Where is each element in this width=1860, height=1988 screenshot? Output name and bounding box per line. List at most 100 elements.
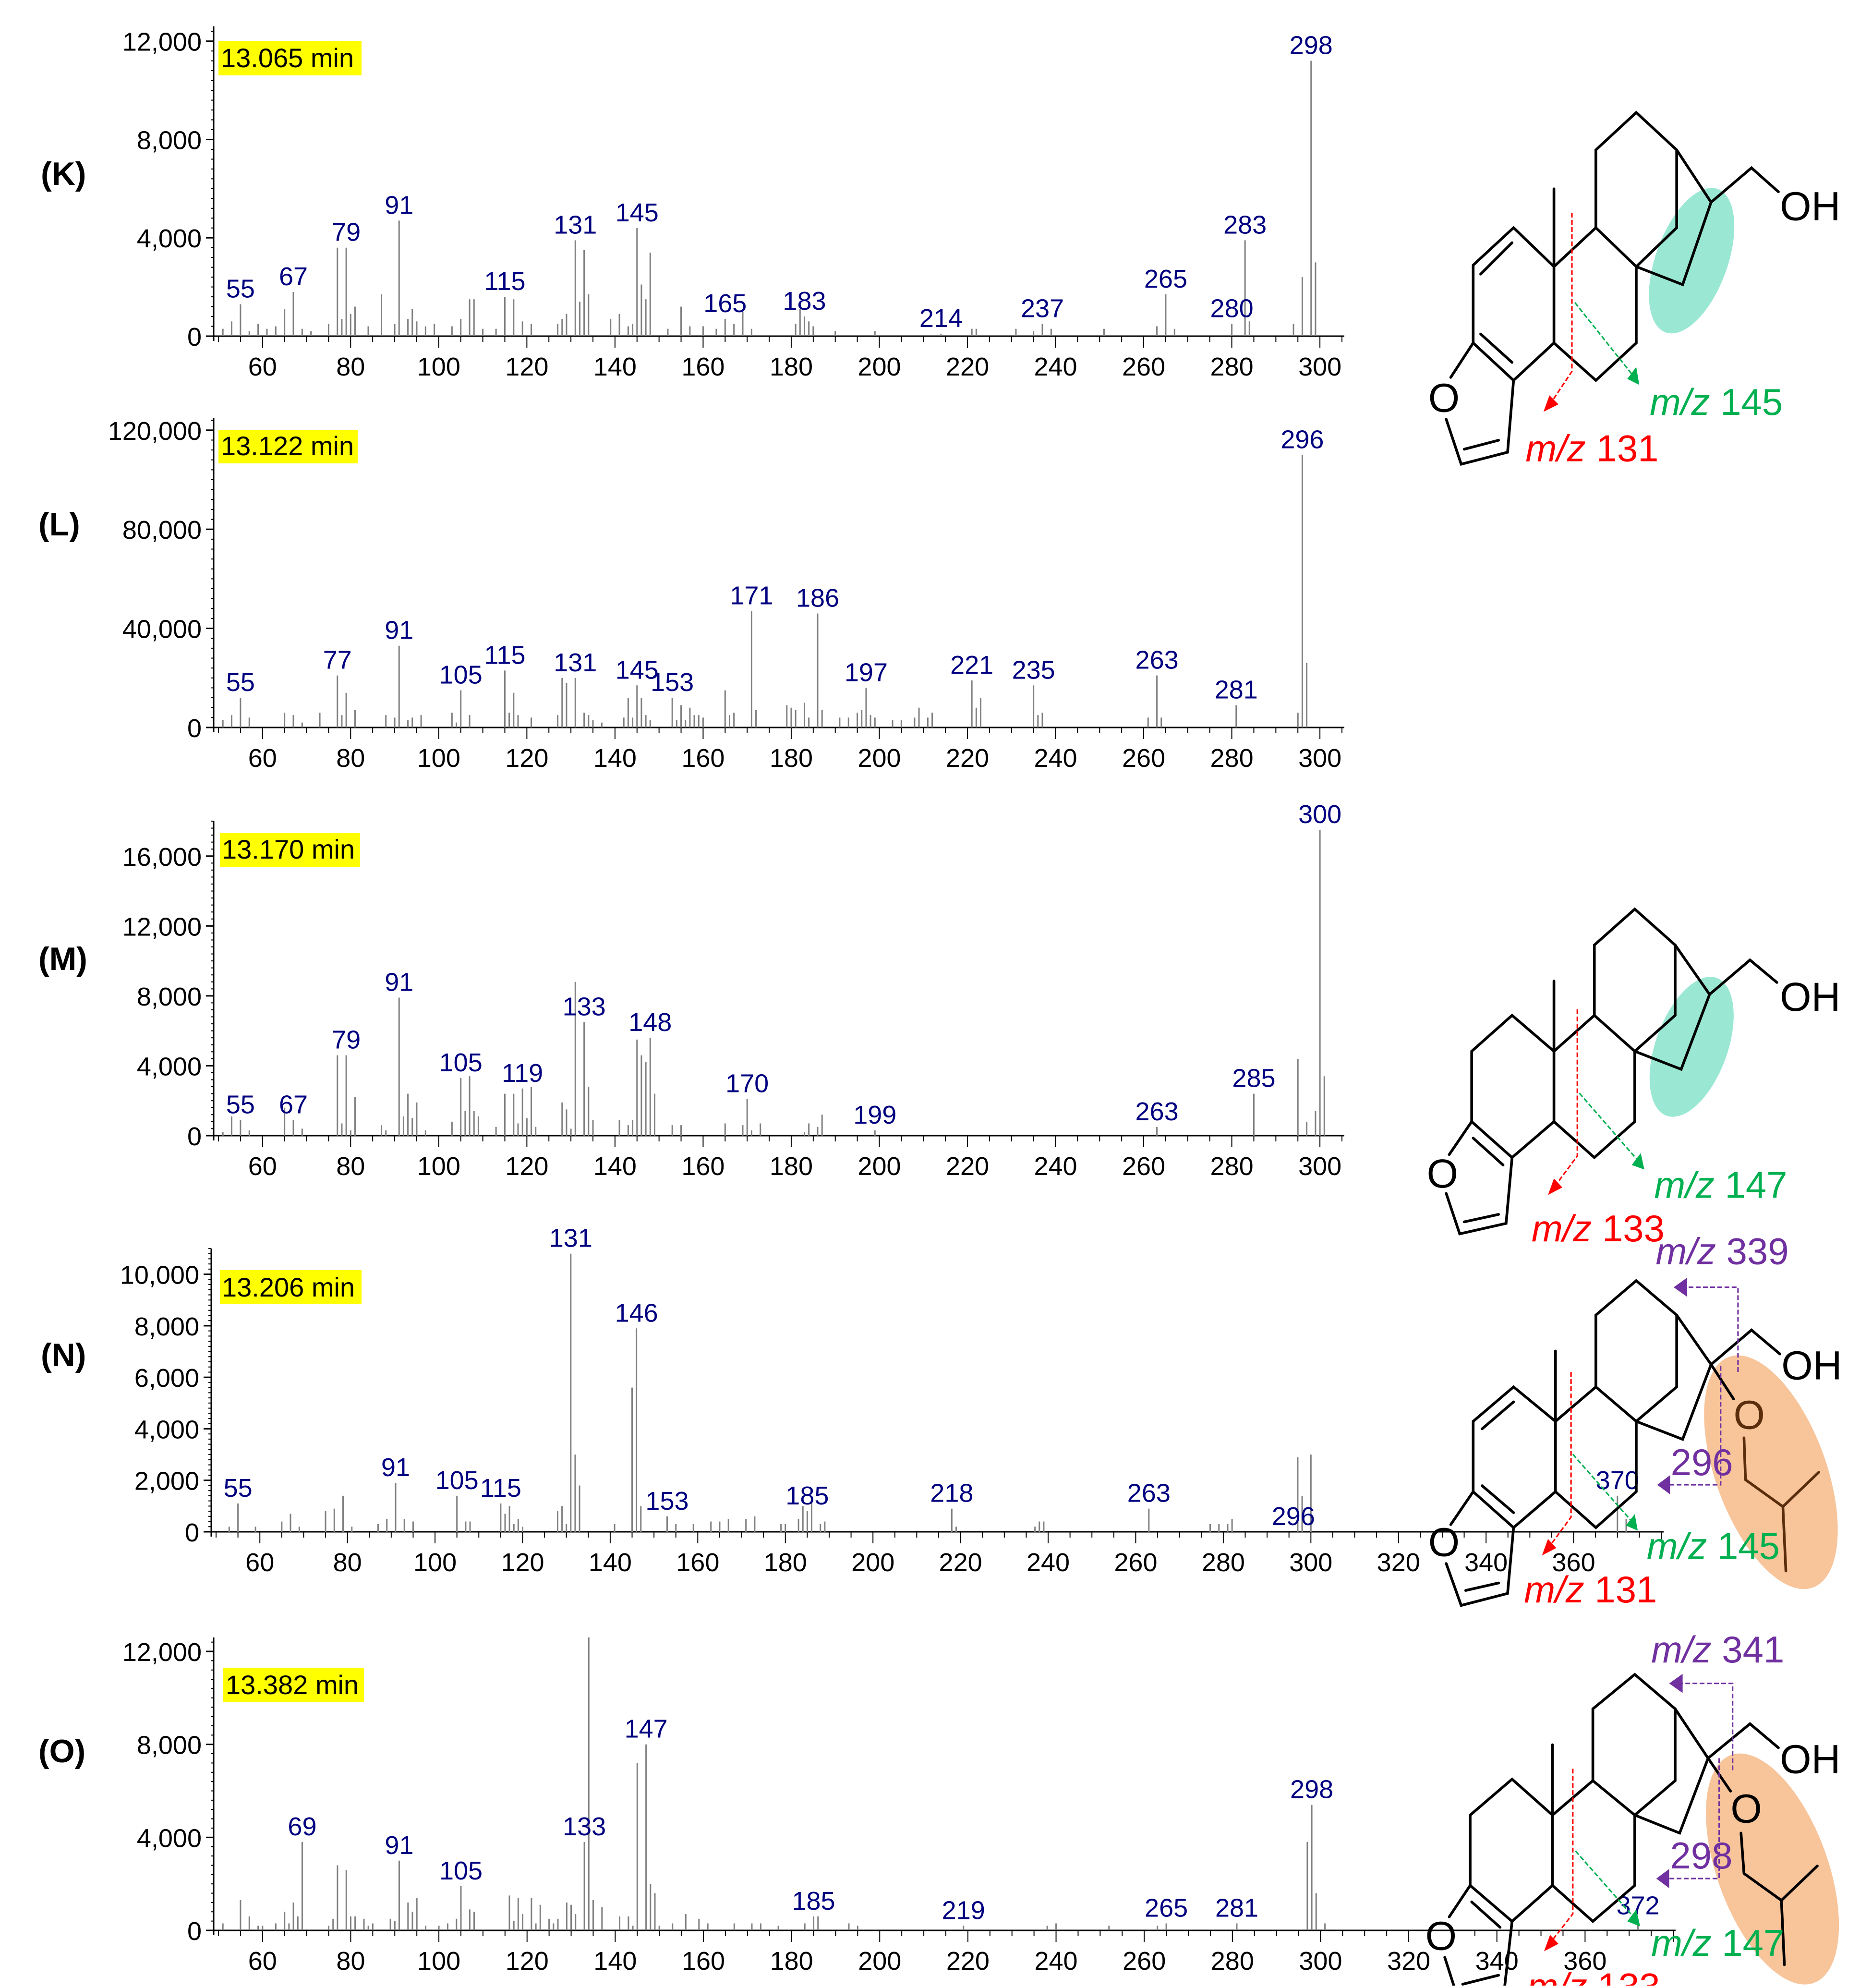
- fragment-label-green: m/z 145: [1647, 1525, 1780, 1567]
- x-tick-label: 260: [1122, 352, 1165, 381]
- fragmentation-line-red: [1547, 1372, 1572, 1549]
- peak-label: 133: [563, 1812, 606, 1841]
- y-tick-label: 10,000: [120, 1261, 199, 1290]
- peak-label: 91: [381, 1453, 410, 1482]
- peak-label: 183: [783, 287, 826, 315]
- peak-label: 67: [279, 1090, 308, 1119]
- hydroxyl-label: OH: [1780, 974, 1840, 1019]
- peak-label: 105: [439, 1856, 483, 1885]
- y-tick-label: 0: [185, 1518, 199, 1547]
- arrow-green-icon: [1626, 1514, 1638, 1531]
- spectrum-l: 0 40,000 80,000 120,000 60 80 100 120 140 160 180 2…: [108, 417, 1344, 773]
- peak-label: 115: [484, 267, 525, 296]
- peak-label: 285: [1232, 1064, 1275, 1093]
- y-tick-label: 8,000: [134, 1312, 199, 1341]
- x-tick-label: 200: [858, 1947, 901, 1976]
- peak-label: 91: [385, 616, 413, 645]
- rt-highlight-o: [223, 1668, 364, 1702]
- y-tick-label: 4,000: [134, 1415, 199, 1444]
- fragment-label-red: m/z 131: [1524, 1568, 1657, 1611]
- x-tick-label: 200: [858, 744, 901, 773]
- x-tick-label: 360: [1552, 1548, 1595, 1577]
- arrow-red-icon: [1542, 1539, 1557, 1556]
- y-tick-label: 2,000: [134, 1467, 199, 1496]
- structure-n: O O OH m/z 131 m/z 145 m/z 339 296: [1428, 1230, 1842, 1611]
- structure-k: O OH m/z 131 m/z 145: [1428, 110, 1840, 469]
- y-tick-label: 80,000: [122, 516, 202, 545]
- peak-label: 55: [226, 668, 255, 697]
- y-tick-label: 12,000: [122, 28, 202, 57]
- peak-label: 214: [919, 304, 963, 333]
- skeleton-bonds: [1445, 1279, 1781, 1607]
- fragment-label-red: m/z 133: [1532, 1207, 1665, 1249]
- x-tick-label: 260: [1123, 1947, 1166, 1976]
- x-tick-label: 100: [413, 1548, 457, 1577]
- rt-highlight-n: [220, 1270, 362, 1304]
- x-tick-label: 300: [1298, 352, 1341, 381]
- arrow-red-icon: [1548, 1178, 1563, 1195]
- x-tick-label: 220: [946, 744, 989, 773]
- y-tick-label: 12,000: [122, 912, 202, 941]
- peak-label: 296: [1272, 1502, 1315, 1531]
- x-tick-label: 160: [681, 1152, 725, 1181]
- rt-highlight-k: [218, 41, 362, 75]
- panel-n: (N) 0 2,000 4,000 6,000 8,000 10,000 60 80 100 12…: [41, 1224, 1664, 1577]
- peak-label: 133: [563, 992, 606, 1021]
- fragmentation-line-red: [1553, 1009, 1578, 1188]
- y-tick-label: 8,000: [137, 126, 202, 155]
- x-tick-label: 180: [770, 1947, 813, 1976]
- fragmentation-line-green: [1579, 1092, 1640, 1163]
- y-tick-label: 8,000: [137, 1731, 202, 1760]
- peak-label: 263: [1135, 646, 1179, 675]
- x-tick-label: 140: [589, 1548, 632, 1577]
- x-tick-label: 260: [1114, 1548, 1157, 1577]
- x-tick-label: 100: [417, 1152, 460, 1181]
- fragment-label-green: m/z 147: [1651, 1922, 1784, 1964]
- peak-label: 263: [1135, 1097, 1179, 1126]
- y-tick-label: 4,000: [137, 224, 202, 253]
- fragment-label-purple-top: m/z 341: [1651, 1628, 1784, 1671]
- x-tick-label: 240: [1027, 1548, 1070, 1577]
- peak-label: 79: [332, 1026, 361, 1055]
- x-tick-label: 180: [770, 744, 813, 773]
- x-tick-label: 300: [1289, 1548, 1332, 1577]
- fragmentation-line-red: [1547, 213, 1573, 408]
- x-tick-label: 240: [1034, 744, 1077, 773]
- y-tick-label: 0: [187, 714, 202, 743]
- panel-label-n: (N): [41, 1337, 86, 1373]
- fragmentation-line-purple-mid: [1667, 1366, 1722, 1486]
- peak-label: 77: [323, 646, 352, 675]
- x-tick-label: 200: [858, 1152, 901, 1181]
- peak-label: 79: [332, 218, 361, 247]
- peak-label: 131: [554, 648, 597, 677]
- x-tick-label: 120: [506, 1947, 549, 1976]
- x-tick-label: 140: [593, 352, 637, 381]
- peak-label: 263: [1127, 1479, 1171, 1508]
- x-tick-label: 300: [1299, 1947, 1342, 1976]
- y-tick-label: 0: [187, 1917, 202, 1946]
- peak-label: 265: [1144, 265, 1187, 293]
- structure-o: O O OH m/z 133 m/z 147 m/z 341 298: [1425, 1628, 1840, 1988]
- x-tick-label: 140: [593, 744, 637, 773]
- spectrum-n: 0 2,000 4,000 6,000 8,000 10,000 60 80 100 120 140…: [120, 1224, 1664, 1577]
- panel-label-m: (M): [38, 941, 87, 977]
- peak-label: 265: [1145, 1893, 1188, 1922]
- x-tick-label: 60: [248, 1947, 277, 1976]
- peak-label: 91: [385, 191, 413, 219]
- x-tick-label: 80: [333, 1548, 362, 1577]
- arrow-green-icon: [1627, 1909, 1641, 1927]
- peak-label: 296: [1280, 425, 1324, 454]
- y-tick-label: 40,000: [122, 615, 202, 644]
- peak-label: 165: [703, 289, 747, 318]
- x-tick-label: 200: [858, 352, 901, 381]
- isobutyl-chain: [1739, 1831, 1819, 1966]
- x-tick-label: 300: [1298, 1152, 1341, 1181]
- x-tick-label: 320: [1387, 1947, 1430, 1976]
- peak-label: 147: [625, 1715, 668, 1744]
- arrow-purple-top-icon: [1673, 1277, 1687, 1297]
- x-tick-label: 160: [676, 1548, 719, 1577]
- highlight-ellipse-orange: [1706, 1753, 1839, 1985]
- highlight-ellipse-orange: [1704, 1355, 1838, 1589]
